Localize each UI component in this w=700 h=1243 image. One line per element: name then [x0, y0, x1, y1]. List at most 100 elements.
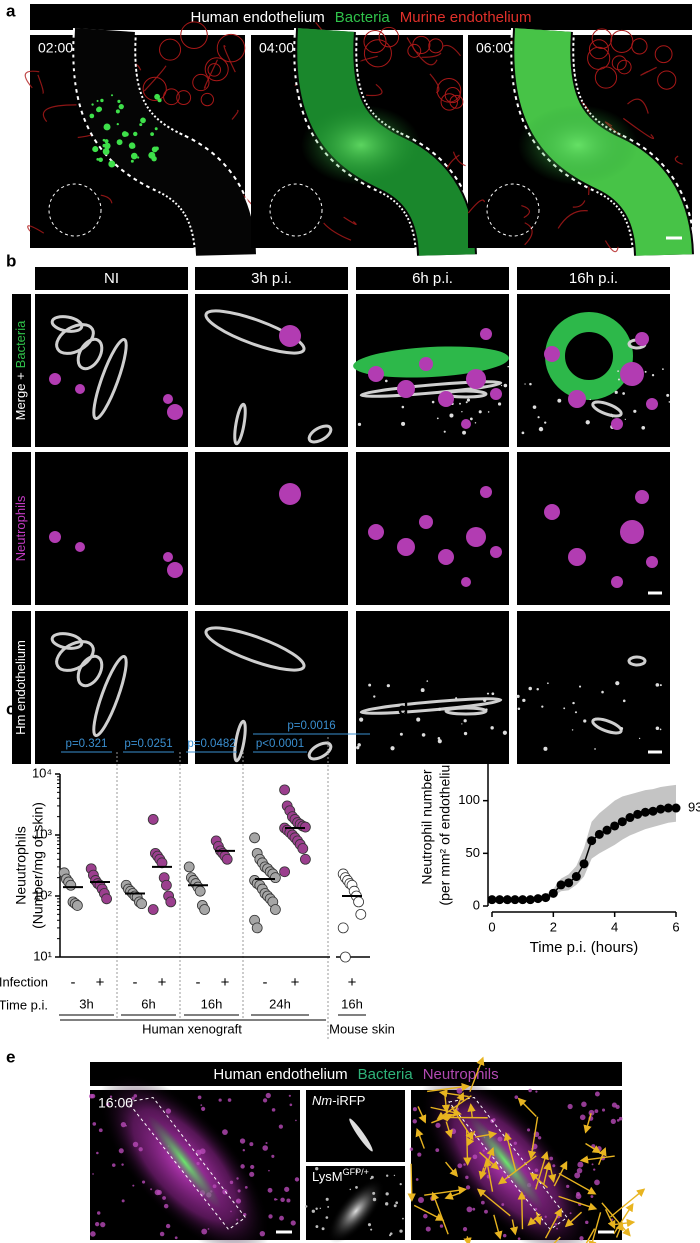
track-arrow: [553, 1160, 568, 1187]
neutrophil: [534, 1207, 538, 1211]
neutrophil: [502, 1233, 507, 1238]
x-tick-label: 0: [488, 919, 495, 934]
endothelium: [614, 390, 618, 394]
p-value: p<0.0001: [256, 738, 304, 750]
endothelium: [615, 681, 620, 686]
bacteria: [140, 117, 146, 124]
timestamp: 04:00: [259, 40, 294, 56]
neutrophil-signal: [399, 1229, 403, 1233]
neutrophil: [249, 1171, 255, 1177]
image-bg: [517, 452, 670, 605]
neutrophil-signal: [321, 1227, 325, 1231]
track-arrow: [467, 1103, 476, 1119]
neutrophil: [552, 1164, 556, 1168]
endothelium: [444, 706, 488, 716]
murine-vessel: [143, 65, 167, 92]
bacteria: [116, 122, 119, 126]
bacteria: [100, 98, 104, 103]
p-value: p=0.0251: [124, 738, 172, 750]
endothelium: [461, 723, 463, 725]
murine-cell: [363, 39, 392, 68]
data-point: [518, 895, 528, 905]
murine-cell: [216, 33, 246, 63]
endothelium: [469, 417, 473, 421]
track-arrow: [527, 1116, 539, 1160]
neutrophil: [588, 1109, 595, 1116]
neutrophil: [131, 1096, 135, 1100]
endothelium: [668, 401, 671, 403]
header: Human endothelium Bacteria Neutrophils: [213, 1066, 498, 1083]
micrograph: [35, 294, 188, 447]
murine-cell: [428, 38, 444, 54]
track-arrow: [413, 1204, 445, 1221]
row-label-bar: [12, 611, 31, 764]
data-point: [101, 893, 112, 905]
neutrophil: [610, 1118, 616, 1125]
murine-cell: [378, 26, 400, 48]
neutrophil: [138, 1147, 143, 1152]
neutrophil: [237, 1189, 241, 1193]
column-header: NI: [104, 270, 119, 287]
infection-label: +: [291, 974, 300, 991]
x-axis-label: Time p.i. (hours): [530, 939, 639, 956]
bacteria: [150, 132, 154, 136]
endothelium: [541, 705, 544, 708]
y-tick-label: 10¹: [33, 948, 52, 963]
data-point: [556, 880, 566, 890]
micrograph: [356, 611, 509, 764]
track-arrow: [579, 1155, 615, 1164]
neutrophil-signal: [395, 1201, 399, 1205]
neutrophil: [620, 520, 644, 544]
neutrophil: [229, 1180, 234, 1185]
neutrophil: [556, 1227, 558, 1230]
neutrophil: [249, 1142, 254, 1147]
data-point: [633, 809, 643, 819]
column-header-bar: [35, 267, 188, 290]
track-arrow: [438, 1089, 469, 1098]
bacteria: [118, 103, 124, 110]
endothelium: [436, 417, 439, 420]
bacteria: [104, 139, 109, 144]
neutrophil: [250, 1164, 255, 1170]
neutrophil: [537, 1136, 542, 1140]
header-part: Murine endothelium: [400, 9, 532, 26]
endothelium: [401, 405, 405, 409]
neutrophil-signal: [327, 1205, 330, 1208]
murine-vessel: [524, 222, 533, 246]
murine-cell: [440, 93, 458, 111]
neutrophil: [594, 1179, 600, 1186]
infection-label: -: [71, 974, 76, 991]
neutrophil: [569, 1212, 572, 1215]
data-point: [279, 866, 291, 878]
endothelium: [659, 684, 662, 687]
neutrophil-signal: [389, 1232, 393, 1235]
micrograph: [195, 294, 348, 447]
bacteria: [102, 148, 110, 155]
endothelium: [633, 409, 637, 413]
y-tick-label: 50: [466, 845, 480, 860]
track-arrow: [444, 1191, 460, 1200]
neutrophil: [75, 542, 85, 552]
neutrophil-signal: [385, 1202, 389, 1206]
track-arrow: [444, 1121, 453, 1139]
endothelium: [487, 411, 490, 413]
neutrophil: [425, 1226, 431, 1232]
neutrophil: [294, 1177, 300, 1182]
neutrophil: [594, 1091, 600, 1097]
endothelium: [459, 402, 461, 405]
header-bar: [30, 4, 692, 30]
y-tick-label: 0: [473, 897, 480, 912]
neutrophil: [574, 1172, 581, 1179]
track-arrow: [585, 1228, 596, 1243]
endothelium: [491, 692, 495, 696]
murine-cell: [363, 30, 387, 54]
neutrophil: [244, 1185, 248, 1189]
endothelium: [537, 416, 540, 419]
vessel-outline: [48, 183, 102, 237]
confidence-band: [492, 784, 676, 902]
endothelium: [543, 746, 548, 751]
track-arrow: [469, 1056, 485, 1092]
data-point: [199, 904, 211, 915]
neutrophil: [162, 1196, 166, 1200]
neutrophil: [554, 1222, 558, 1226]
